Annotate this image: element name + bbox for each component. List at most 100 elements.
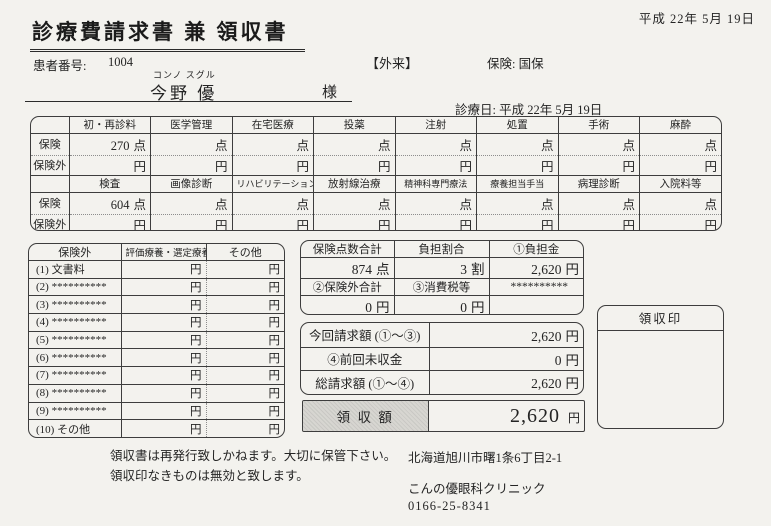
yen-cell: 円 xyxy=(120,295,206,315)
cell-unit: 円 xyxy=(296,218,309,231)
yen-cell: 円 xyxy=(205,419,284,437)
receipt-amount-label: 領 収 額 xyxy=(303,401,429,431)
cell-unit: 点 xyxy=(459,197,472,212)
uninsured-row: (10) その他 円 円 xyxy=(29,419,284,437)
yen-cell: 円 xyxy=(68,154,151,176)
points-cell: 点 xyxy=(150,191,233,214)
yen-cell: 円 xyxy=(68,213,151,230)
footer-notes: 領収書は再発行致しかねます。大切に保管下さい。 領収印なきものは無効と致します。 xyxy=(110,446,396,486)
yen-cell: 円 xyxy=(639,154,721,176)
cell-unit: 円 xyxy=(471,300,485,315)
uninsured-header-row: 保険外 評価療養・選定療養 その他 xyxy=(29,244,284,261)
points-cell: 点 xyxy=(557,132,640,155)
cell-unit: 割 xyxy=(471,262,485,277)
insurance-type: 保険: 国保 xyxy=(487,57,544,71)
billing-row: 今回請求額 (①〜③) 2,620 円 xyxy=(301,323,583,348)
yen-cell: 円 xyxy=(205,348,284,368)
column-header: 初・再診料 xyxy=(68,117,151,134)
cell-unit: 円 xyxy=(268,317,281,330)
cell-unit: 円 xyxy=(377,218,391,231)
yen-cell: 円 xyxy=(120,277,206,297)
uninsured-yen-row-2: 保険外 円 円 円 円 円 円 円 円 xyxy=(31,213,721,231)
uninsured-items-table: 保険外 評価療養・選定療養 その他 (1) 文書料 円 円 (2) ******… xyxy=(28,243,285,438)
yen-cell: 円 xyxy=(120,260,206,279)
points-cell: 点 xyxy=(394,132,477,155)
summary-header-row-2: ②保険外合計 ③消費税等 ********** xyxy=(301,278,583,296)
masked-cell: ********** xyxy=(488,278,583,296)
column-header: その他 xyxy=(205,244,284,261)
yen-cell: 円 xyxy=(557,154,640,176)
column-header: 放射線治療 xyxy=(313,174,396,193)
cell-unit: 点 xyxy=(540,138,554,153)
cell-unit: 円 xyxy=(268,423,281,436)
receipt-stamp-label: 領収印 xyxy=(598,306,723,331)
cell-unit: 円 xyxy=(190,370,202,383)
points-cell: 点 xyxy=(476,191,559,214)
cell-value: 604 xyxy=(110,197,130,212)
cell-value: 2,620 xyxy=(531,262,562,277)
cell-unit: 円 xyxy=(704,159,717,174)
cell-unit: 円 xyxy=(540,218,554,231)
yen-cell: 円 xyxy=(120,330,206,350)
cell-unit: 円 xyxy=(565,376,580,392)
uninsured-row: (6) ********** 円 円 xyxy=(29,348,284,368)
row-label: (1) 文書料 xyxy=(29,260,122,279)
amount-cell: 2,620 円 xyxy=(428,369,583,394)
cell-unit: 点 xyxy=(296,197,309,212)
points-cell: 点 xyxy=(476,132,559,155)
points-cell: 270 点 xyxy=(68,132,151,155)
cell-unit: 円 xyxy=(268,370,281,383)
cell-unit: 円 xyxy=(622,159,635,174)
column-header: リハビリテーション xyxy=(231,174,314,193)
cell-value: 2,620 xyxy=(531,376,562,392)
cell-unit: 円 xyxy=(268,299,281,312)
uninsured-row: (7) ********** 円 円 xyxy=(29,366,284,385)
cell-unit: 円 xyxy=(459,218,472,231)
amount-cell: 2,620 円 xyxy=(428,323,583,348)
cell-unit: 円 xyxy=(214,218,228,231)
yen-cell: 円 xyxy=(120,313,206,332)
treatment-date: 診療日: 平成 22年 5月 19日 xyxy=(455,103,603,117)
cell-unit: 円 xyxy=(268,282,281,295)
points-header-row-1: 初・再診料 医学管理 在宅医療 投薬 注射 処置 手術 麻酔 xyxy=(31,117,721,134)
yen-cell: 円 xyxy=(205,366,284,385)
yen-cell: 円 xyxy=(231,154,314,176)
clinic-name: こんの優眼科クリニック xyxy=(408,482,546,496)
yen-cell: 円 xyxy=(557,213,640,230)
cell-unit: 点 xyxy=(214,138,228,153)
visit-type-badge: 【外来】 xyxy=(366,56,419,71)
points-table: 初・再診料 医学管理 在宅医療 投薬 注射 処置 手術 麻酔 保険 270 点 点… xyxy=(30,116,722,231)
yen-cell: 円 xyxy=(205,277,284,297)
column-header: 処置 xyxy=(476,117,559,134)
column-header: 療養担当手当 xyxy=(476,174,559,193)
yen-cell: 円 xyxy=(205,330,284,350)
cell-unit: 点 xyxy=(377,197,391,212)
uninsured-yen-row-1: 保険外 円 円 円 円 円 円 円 円 xyxy=(31,154,721,176)
yen-cell: 円 xyxy=(120,401,206,421)
patient-number-value: 1004 xyxy=(108,55,133,69)
column-header: 病理診断 xyxy=(557,174,640,193)
row-label: (4) ********** xyxy=(29,313,122,332)
uninsured-row: (3) ********** 円 円 xyxy=(29,295,284,315)
points-cell: 点 xyxy=(639,191,721,214)
row-label: (9) ********** xyxy=(29,401,122,421)
cell-unit: 円 xyxy=(268,335,281,348)
note-line: 領収書は再発行致しかねます。大切に保管下さい。 xyxy=(110,449,397,463)
empty-cell xyxy=(488,295,583,314)
yen-cell: 円 xyxy=(639,213,721,230)
yen-cell: 円 xyxy=(205,383,284,403)
points-cell: 604 点 xyxy=(68,191,151,214)
uninsured-row: (4) ********** 円 円 xyxy=(29,313,284,332)
burden-amount-cell: 2,620 円 xyxy=(488,257,583,279)
column-header: 精神科専門療法 xyxy=(394,174,477,193)
cell-unit: 円 xyxy=(133,159,146,174)
receipt-amount-value: 2,620 xyxy=(509,404,560,427)
column-header: 手術 xyxy=(557,117,640,134)
cell-unit: 点 xyxy=(459,138,472,153)
yen-cell: 円 xyxy=(313,154,396,176)
cell-value: 874 xyxy=(351,262,372,277)
